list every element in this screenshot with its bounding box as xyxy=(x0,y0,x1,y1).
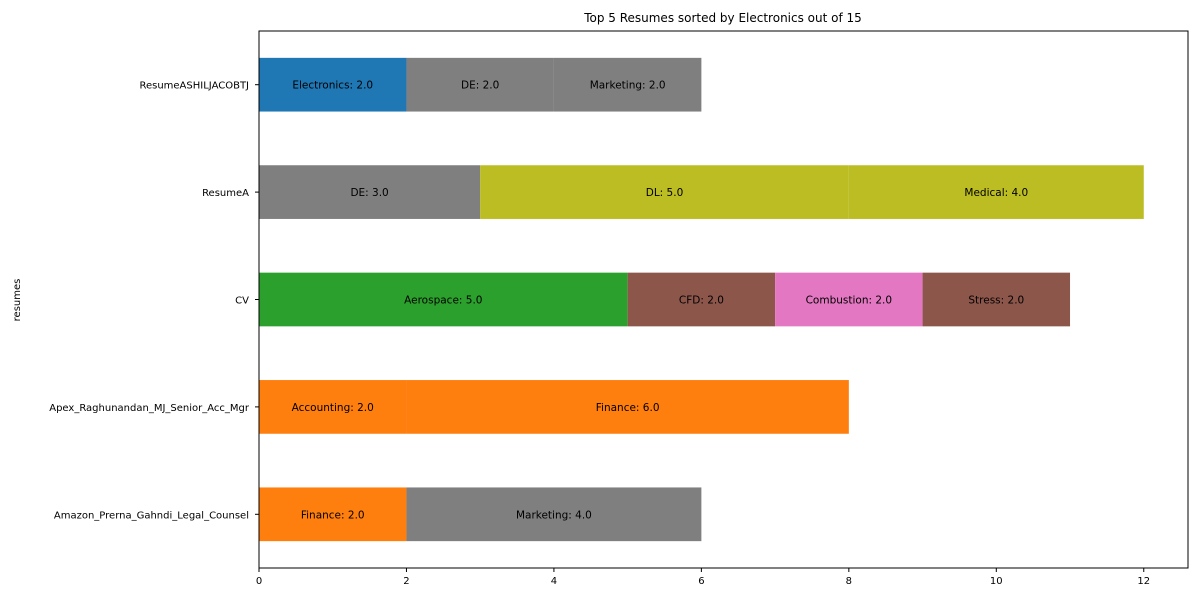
bar-segment xyxy=(259,487,407,542)
bar-segment xyxy=(259,380,407,434)
y-tick-label: ResumeASHILJACOBTJ xyxy=(139,81,249,92)
segment-labels-group: Electronics: 2.0 DE: 2.0 Marketing: 2.0 DE:… xyxy=(292,80,1029,522)
segment-label: Finance: 2.0 xyxy=(301,509,365,521)
y-axis-ticks: ResumeASHILJACOBTJ ResumeA CV Apex_Raghunan… xyxy=(49,81,259,521)
bar-segment xyxy=(480,165,849,219)
chart-title: Top 5 Resumes sorted by Electronics out … xyxy=(583,11,862,25)
bar-segment xyxy=(406,487,702,542)
x-axis-ticks: 0 2 4 6 8 10 12 xyxy=(256,568,1150,587)
bar-segment xyxy=(259,272,628,327)
bar-segment xyxy=(259,57,407,112)
segment-label: DL: 5.0 xyxy=(646,187,684,199)
segment-label: CFD: 2.0 xyxy=(679,295,724,307)
bar-segment xyxy=(259,165,481,219)
x-tick-label: 8 xyxy=(846,576,852,587)
segment-label: DE: 3.0 xyxy=(350,187,388,199)
segment-label: Electronics: 2.0 xyxy=(292,80,373,92)
segment-label: Stress: 2.0 xyxy=(968,295,1024,307)
x-tick-label: 4 xyxy=(551,576,557,587)
x-tick-label: 6 xyxy=(698,576,704,587)
segment-label: Accounting: 2.0 xyxy=(292,402,374,414)
x-tick-label: 10 xyxy=(990,576,1003,587)
y-tick-label: Amazon_Prerna_Gahndi_Legal_Counsel xyxy=(54,510,249,521)
bar-segment xyxy=(553,57,702,112)
x-tick-label: 2 xyxy=(403,576,409,587)
segment-label: Finance: 6.0 xyxy=(596,402,660,414)
bar-segment xyxy=(627,272,776,327)
x-tick-label: 0 xyxy=(256,576,262,587)
segment-label: Medical: 4.0 xyxy=(964,187,1028,199)
bar-segment xyxy=(406,57,554,112)
bars-group xyxy=(259,57,1144,542)
y-axis-label: resumes xyxy=(12,279,23,322)
y-tick-label: CV xyxy=(235,296,249,307)
bar-segment xyxy=(775,272,923,327)
bar-segment xyxy=(922,272,1071,327)
segment-label: Marketing: 2.0 xyxy=(590,80,666,92)
segment-label: DE: 2.0 xyxy=(461,80,499,92)
segment-label: Aerospace: 5.0 xyxy=(404,295,482,307)
bar-segment xyxy=(848,165,1144,219)
bar-segment xyxy=(406,380,849,434)
segment-label: Marketing: 4.0 xyxy=(516,509,592,521)
plot-frame xyxy=(258,30,1189,569)
plot-border xyxy=(258,30,1189,569)
segment-label: Combustion: 2.0 xyxy=(806,295,892,307)
y-tick-label: ResumeA xyxy=(202,188,249,199)
x-tick-label: 12 xyxy=(1137,576,1150,587)
y-tick-label: Apex_Raghunandan_MJ_Senior_Acc_Mgr xyxy=(49,403,250,414)
